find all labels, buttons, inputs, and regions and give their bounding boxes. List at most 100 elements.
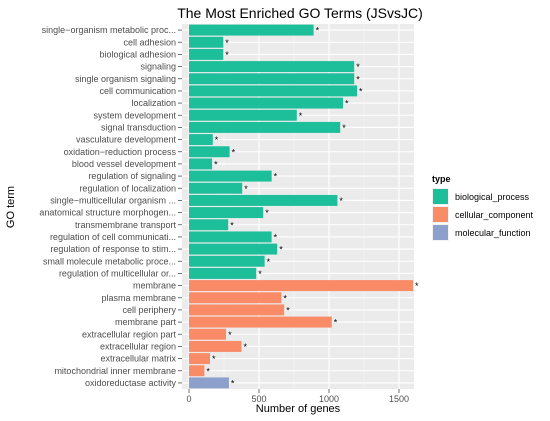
bar xyxy=(189,61,355,73)
bars xyxy=(189,24,413,389)
legend-label: biological_process xyxy=(455,192,530,202)
bar xyxy=(189,170,272,182)
bar xyxy=(189,219,229,231)
bar xyxy=(189,85,357,97)
y-tick-label: extracellular region part xyxy=(82,329,177,339)
y-tick-label: regulation of cell communicati... xyxy=(50,232,176,242)
significance-star: * xyxy=(345,99,349,109)
bar xyxy=(189,121,341,133)
significance-stars: * * * * * * * * * * * * * * * * * * * * * * * * * * * * * * xyxy=(206,26,419,389)
significance-star: * xyxy=(215,135,219,145)
significance-star: * xyxy=(231,378,235,388)
bar xyxy=(189,134,213,146)
bar xyxy=(189,231,272,243)
y-tick-labels: single−organism metabolic proc... cell ad… xyxy=(39,25,182,388)
bar xyxy=(189,292,282,304)
significance-star: * xyxy=(232,147,236,157)
bar xyxy=(189,36,224,48)
significance-star: * xyxy=(274,232,278,242)
x-tick-labels: 0 500 1000 1500 xyxy=(186,389,409,404)
significance-star: * xyxy=(206,366,210,376)
bar xyxy=(189,280,413,292)
significance-star: * xyxy=(212,354,216,364)
bar xyxy=(189,377,229,389)
y-tick-label: extracellular matrix xyxy=(100,354,176,364)
x-tick-label: 0 xyxy=(186,394,191,404)
significance-star: * xyxy=(283,293,287,303)
legend: type biological_process cellular_componen… xyxy=(432,174,534,241)
x-tick-label: 500 xyxy=(251,394,266,404)
y-tick-label: oxidation−reduction process xyxy=(64,147,177,157)
y-tick-label: membrane part xyxy=(115,317,177,327)
legend-swatch xyxy=(433,225,448,240)
significance-star: * xyxy=(230,220,234,230)
significance-star: * xyxy=(342,123,346,133)
y-tick-label: system development xyxy=(93,110,176,120)
y-tick-label: anatomical structure morphogen... xyxy=(39,208,176,218)
significance-star: * xyxy=(265,208,269,218)
y-tick-label: single−multicellular organism ... xyxy=(50,195,176,205)
significance-star: * xyxy=(225,38,229,48)
bar xyxy=(189,243,278,255)
y-tick-label: membrane xyxy=(133,281,176,291)
chart-title: The Most Enriched GO Terms (JSvsJC) xyxy=(177,5,423,21)
y-tick-label: plasma membrane xyxy=(101,293,176,303)
bar xyxy=(189,340,242,352)
y-tick-label: cell periphery xyxy=(122,305,176,315)
y-tick-label: regulation of localization xyxy=(79,183,176,193)
y-tick-label: mitochondrial inner membrane xyxy=(54,366,176,376)
bar xyxy=(189,255,265,267)
bar xyxy=(189,48,224,60)
significance-star: * xyxy=(286,305,290,315)
bar xyxy=(189,316,332,328)
significance-star: * xyxy=(267,257,271,267)
y-tick-label: single organism signaling xyxy=(75,74,176,84)
bar xyxy=(189,97,343,109)
y-tick-label: cell communication xyxy=(99,86,176,96)
x-axis-title: Number of genes xyxy=(256,403,341,415)
significance-star: * xyxy=(356,74,360,84)
significance-star: * xyxy=(214,159,218,169)
significance-star: * xyxy=(279,245,283,255)
y-tick-label: single−organism metabolic proc... xyxy=(42,25,176,35)
bar xyxy=(189,365,205,377)
bar xyxy=(189,182,243,194)
significance-star: * xyxy=(244,342,248,352)
bar xyxy=(189,194,338,206)
bar xyxy=(189,207,264,219)
x-tick-label: 1500 xyxy=(389,394,409,404)
bar xyxy=(189,304,285,316)
y-tick-label: blood vessel development xyxy=(72,159,177,169)
bar xyxy=(189,267,257,279)
bar xyxy=(189,328,227,340)
significance-star: * xyxy=(359,86,363,96)
legend-swatch xyxy=(433,189,448,204)
y-tick-label: localization xyxy=(131,98,176,108)
significance-star: * xyxy=(316,26,320,36)
y-tick-label: oxidoreductase activity xyxy=(85,378,177,388)
plot-panel xyxy=(182,24,414,389)
significance-star: * xyxy=(244,184,248,194)
legend-swatch xyxy=(433,207,448,222)
bar xyxy=(189,353,210,365)
y-tick-label: biological adhesion xyxy=(99,49,176,59)
bar xyxy=(189,146,230,158)
y-axis-title: GO term xyxy=(5,186,17,228)
y-tick-label: small molecule metabolic proce... xyxy=(43,256,176,266)
bar xyxy=(189,73,355,85)
significance-star: * xyxy=(258,269,262,279)
significance-star: * xyxy=(334,318,338,328)
y-tick-label: vasculature development xyxy=(76,135,177,145)
significance-star: * xyxy=(299,111,303,121)
legend-label: molecular_function xyxy=(455,228,531,238)
y-tick-label: extracellular region xyxy=(100,341,176,351)
legend-label: cellular_component xyxy=(455,210,534,220)
significance-star: * xyxy=(356,62,360,72)
bar xyxy=(189,109,297,121)
significance-star: * xyxy=(225,50,229,60)
y-tick-label: cell adhesion xyxy=(123,37,176,47)
significance-star: * xyxy=(274,172,278,182)
y-tick-label: regulation of signaling xyxy=(88,171,176,181)
y-tick-label: regulation of multicellular or... xyxy=(59,268,176,278)
bar xyxy=(189,24,314,36)
